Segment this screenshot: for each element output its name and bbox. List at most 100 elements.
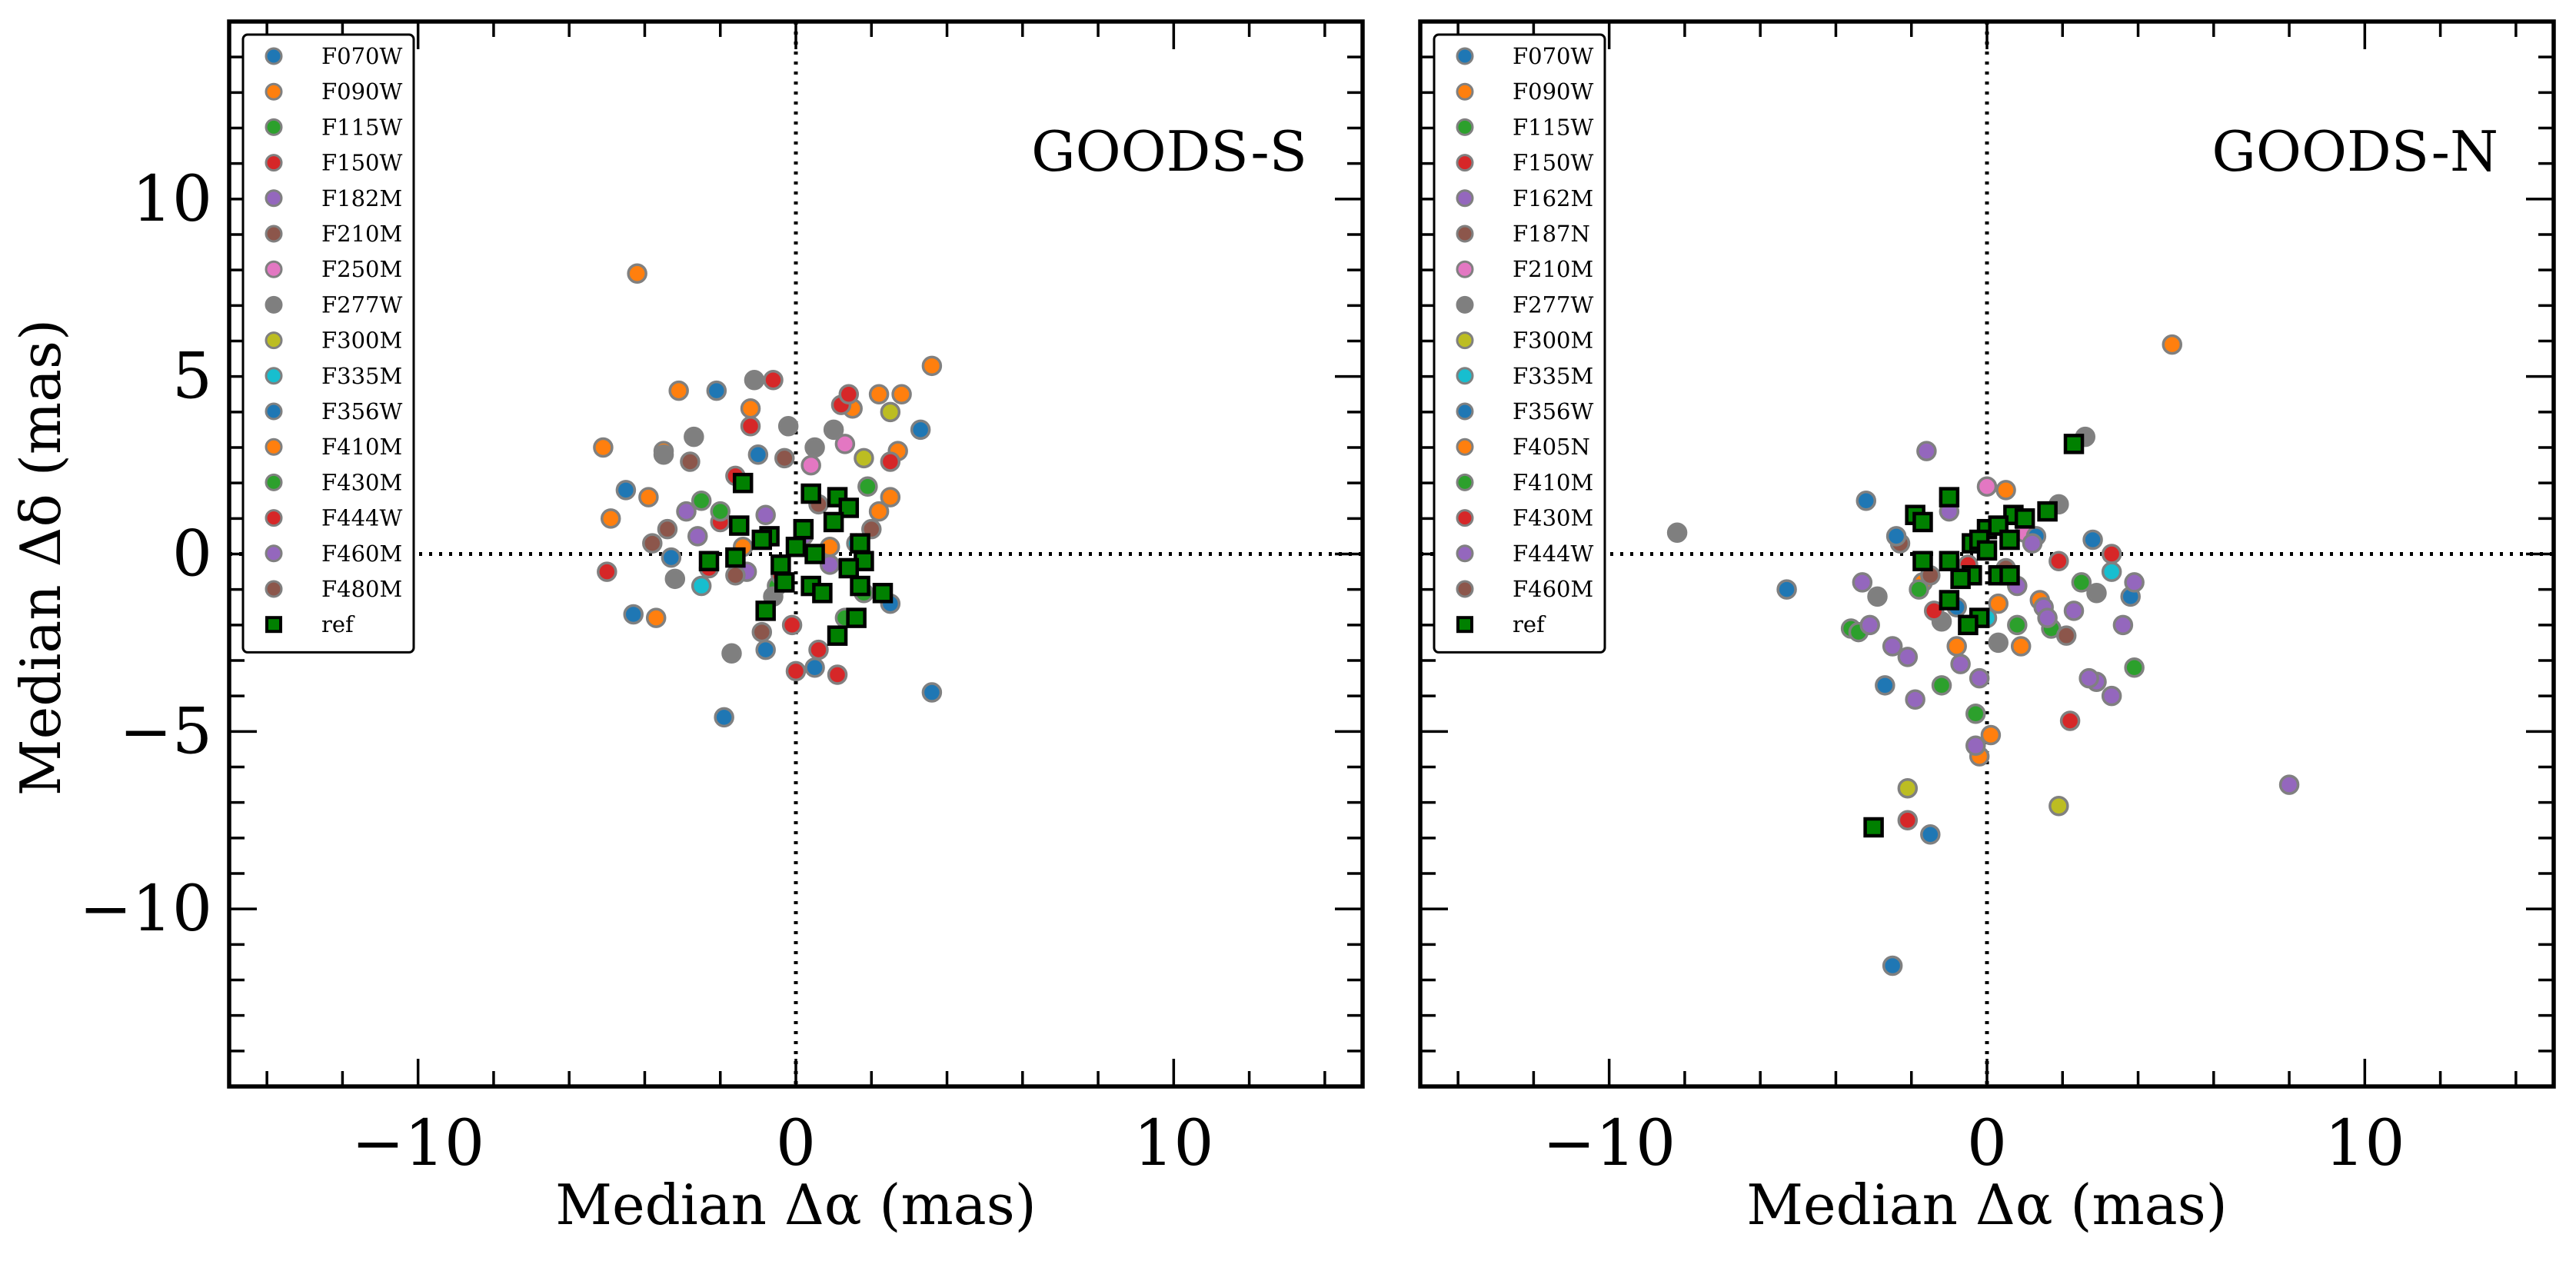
goods-n-legend-label-f210m: F210M bbox=[1513, 256, 1593, 282]
goods-n-point-f162m bbox=[1882, 636, 1903, 657]
goods-n-series-f300m bbox=[1897, 777, 2069, 817]
goods-s-point-f150w bbox=[763, 370, 784, 391]
goods-s-legend-label-f430m: F430M bbox=[321, 469, 402, 495]
goods-s-legend-label-f460m: F460M bbox=[321, 541, 402, 567]
goods-s-point-ref bbox=[725, 547, 746, 568]
goods-n-point-f162m bbox=[1852, 572, 1873, 593]
goods-s-point-f356w bbox=[661, 547, 682, 568]
goods-n-point-f162m bbox=[2124, 572, 2145, 593]
goods-s-point-ref bbox=[751, 529, 773, 551]
goods-n-point-ref bbox=[2063, 434, 2085, 454]
goods-s-point-f250m bbox=[800, 454, 821, 476]
goods-n-point-f070w bbox=[1882, 955, 1903, 977]
goods-s-point-f070w bbox=[804, 657, 825, 678]
goods-s-point-f070w bbox=[755, 639, 776, 660]
goods-s-point-f277w bbox=[664, 568, 686, 590]
goods-s-point-ref bbox=[827, 625, 848, 646]
goods-n-point-f070w bbox=[1855, 491, 1877, 511]
goods-n-point-f162m bbox=[1950, 654, 1971, 674]
goods-n-point-ref bbox=[1999, 564, 2020, 586]
goods-s-legend-label-f250m: F250M bbox=[321, 256, 402, 282]
goods-s-legend-marker-f182m bbox=[265, 189, 283, 208]
goods-n-point-f444w bbox=[1969, 667, 1990, 689]
goods-s-legend-label-f480m: F480M bbox=[321, 576, 402, 602]
goods-s-legend-marker-f460m bbox=[265, 544, 283, 563]
goods-s-legend-label-f090w: F090W bbox=[321, 78, 402, 105]
goods-s-series-f356w bbox=[661, 419, 931, 568]
goods-n-legend-label-f187n: F187N bbox=[1513, 221, 1590, 247]
goods-s-point-f070w bbox=[615, 480, 637, 501]
goods-n-point-f444w bbox=[2037, 607, 2058, 628]
goods-n-legend-label-f444w: F444W bbox=[1513, 541, 1593, 567]
goods-s-legend-marker-f090w bbox=[265, 82, 283, 101]
goods-s-point-ref bbox=[850, 533, 870, 554]
goods-n-point-f070w bbox=[1875, 675, 1895, 696]
goods-n-point-f430m bbox=[2048, 551, 2069, 571]
goods-n-point-f162m bbox=[2078, 667, 2099, 689]
goods-s-point-ref bbox=[793, 518, 814, 540]
goods-s-series-ref bbox=[698, 472, 894, 646]
goods-s-point-f150w bbox=[597, 561, 617, 582]
goods-s-legend-label-f335m: F335M bbox=[321, 363, 402, 389]
goods-n-series-f430m bbox=[1923, 551, 2069, 621]
goods-n-legend-marker-f405n bbox=[1456, 438, 1474, 456]
goods-n-legend-marker-f070w bbox=[1456, 47, 1474, 65]
goods-n-legend-label-f430m: F430M bbox=[1513, 505, 1593, 531]
goods-n-point-f444w bbox=[1897, 647, 1919, 667]
goods-n-point-f335m bbox=[2101, 561, 2122, 582]
goods-n-x-tick-label: 0 bbox=[1967, 1107, 2007, 1180]
goods-s-point-ref bbox=[774, 572, 795, 593]
goods-s-legend: F070W F090W F115W F150W F182M F210M F250M F277W… bbox=[241, 33, 415, 654]
goods-n-legend-marker-f430m bbox=[1456, 509, 1474, 527]
goods-n-point-ref bbox=[1939, 487, 1960, 507]
goods-n-point-f162m bbox=[1965, 735, 1986, 757]
goods-n-point-f430m bbox=[1923, 601, 1945, 621]
goods-s-point-f277w bbox=[804, 437, 825, 458]
goods-s-point-f090w bbox=[645, 607, 667, 628]
goods-s-point-ref bbox=[785, 537, 807, 557]
goods-n-legend-marker-f444w bbox=[1456, 544, 1474, 563]
goods-s-legend-marker-f115w bbox=[265, 118, 283, 136]
goods-n-legend-marker-f460m bbox=[1456, 580, 1474, 598]
goods-s-point-f070w bbox=[706, 380, 727, 401]
goods-n-legend-label-f460m: F460M bbox=[1513, 576, 1593, 602]
goods-s-point-f150w bbox=[880, 451, 901, 472]
goods-s-point-f150w bbox=[838, 384, 860, 404]
goods-s-point-ref bbox=[838, 497, 860, 518]
goods-s-point-f210m bbox=[680, 451, 701, 472]
goods-s-point-f356w bbox=[747, 444, 769, 465]
goods-n-point-f162m bbox=[2278, 774, 2300, 795]
goods-s-legend-marker-f430m bbox=[265, 473, 283, 491]
goods-s-point-ref bbox=[850, 575, 870, 597]
goods-s-point-ref bbox=[812, 583, 833, 604]
goods-s-point-f150w bbox=[785, 660, 807, 682]
goods-n-point-f356w bbox=[1885, 526, 1907, 547]
goods-n-point-f444w bbox=[1859, 614, 1880, 636]
goods-s-legend-label-f210m: F210M bbox=[321, 221, 402, 247]
goods-s-legend-marker-f444w bbox=[265, 509, 283, 527]
goods-s-ticks bbox=[229, 22, 1363, 1086]
goods-s-point-f277w bbox=[653, 444, 674, 465]
goods-s-x-tick-label: 10 bbox=[1133, 1107, 1213, 1180]
goods-n-point-f300m bbox=[2048, 796, 2069, 817]
goods-n-point-ref bbox=[1950, 568, 1971, 590]
goods-s-legend-label-f300m: F300M bbox=[321, 328, 402, 354]
goods-n-legend-marker-f277w bbox=[1456, 295, 1474, 314]
goods-s-point-f090w bbox=[880, 487, 901, 507]
goods-s-point-f090w bbox=[868, 384, 890, 404]
goods-s-legend-marker-f277w bbox=[265, 295, 283, 314]
goods-n-point-f162m bbox=[2112, 614, 2134, 636]
goods-s-point-f480m bbox=[725, 564, 746, 586]
goods-n-point-f090w bbox=[2162, 334, 2183, 355]
goods-s-point-f070w bbox=[714, 707, 734, 728]
goods-n-legend-label-f150w: F150W bbox=[1513, 150, 1593, 176]
goods-s-point-ref bbox=[698, 551, 720, 571]
goods-n-point-f444w bbox=[2022, 533, 2043, 554]
goods-s-point-ref bbox=[729, 515, 750, 536]
goods-s-legend-label-f356w: F356W bbox=[321, 398, 402, 424]
goods-s-legend-marker-f356w bbox=[265, 402, 283, 421]
goods-s-point-f277w bbox=[823, 419, 844, 441]
goods-n-series-ref bbox=[1863, 434, 2085, 838]
goods-s-legend-label-f410m: F410M bbox=[321, 434, 402, 460]
